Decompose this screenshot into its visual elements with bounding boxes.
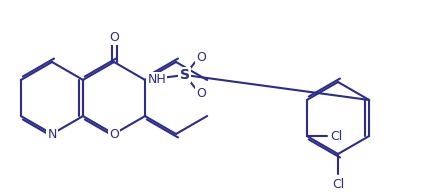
Text: O: O bbox=[196, 86, 206, 100]
Text: O: O bbox=[109, 31, 119, 44]
Text: O: O bbox=[109, 128, 119, 141]
Text: N: N bbox=[47, 128, 57, 141]
Text: Cl: Cl bbox=[331, 130, 343, 142]
Text: Cl: Cl bbox=[332, 178, 344, 191]
Text: S: S bbox=[180, 68, 190, 82]
Text: O: O bbox=[196, 51, 206, 64]
Text: NH: NH bbox=[148, 73, 166, 86]
